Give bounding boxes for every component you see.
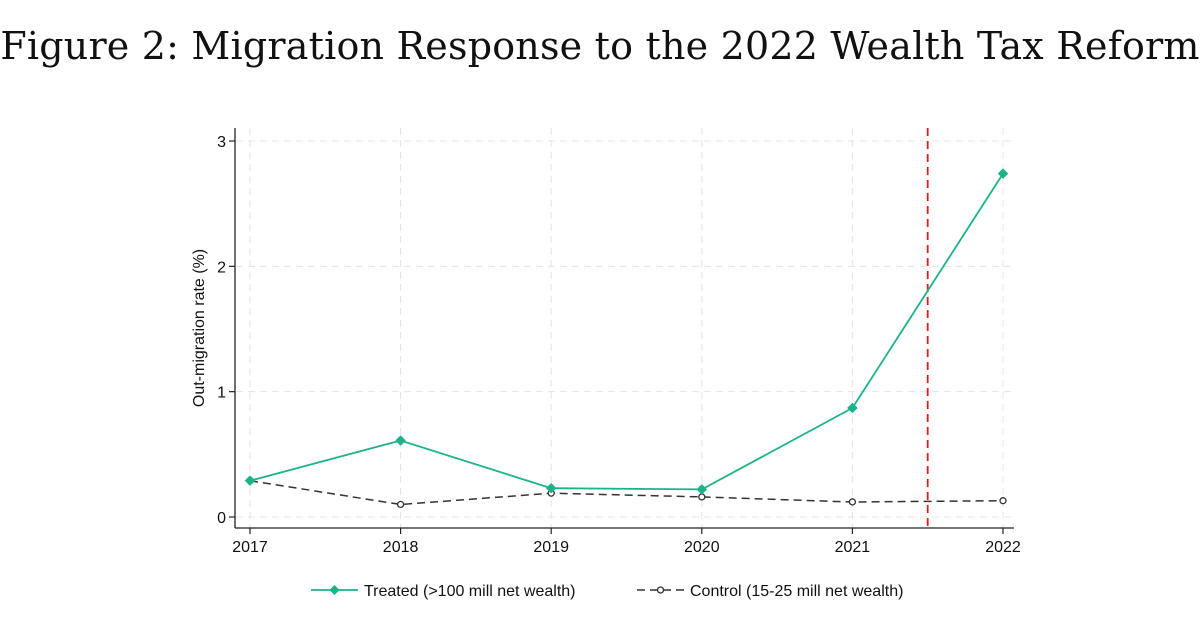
- x-tick-label: 2018: [383, 539, 419, 556]
- treated-point: [395, 435, 406, 446]
- legend-treated-marker: [329, 585, 340, 595]
- x-tick-label: 2021: [835, 539, 871, 556]
- legend-control-marker: [656, 586, 665, 594]
- control-point: [698, 493, 706, 501]
- figure-title: Figure 2: Migration Response to the 2022…: [0, 24, 1200, 68]
- treated-series-line: [249, 173, 1004, 491]
- y-tick-label: 3: [217, 134, 226, 151]
- control-point: [999, 497, 1007, 505]
- control-series-line: [249, 479, 1004, 506]
- x-tick-label: 2020: [684, 539, 720, 556]
- treated-point: [696, 484, 708, 495]
- treated-point: [997, 168, 1009, 179]
- legend-treated-label: Treated (>100 mill net wealth): [364, 583, 576, 600]
- series-layer: [244, 168, 1009, 509]
- y-tick-label: 1: [217, 385, 226, 402]
- grid-layer: [236, 128, 1014, 528]
- x-tick-label: 2019: [533, 539, 569, 556]
- legend-control-label: Control (15-25 mill net wealth): [690, 583, 903, 600]
- control-point: [848, 498, 857, 506]
- legend: Treated (>100 mill net wealth) Control (1…: [311, 583, 903, 600]
- y-tick-label: 0: [217, 510, 226, 527]
- y-axis-label: Out-migration rate (%): [191, 249, 208, 407]
- treated-point: [545, 482, 557, 494]
- y-tick-label: 2: [217, 259, 226, 276]
- axes-layer: 0 1 2 3 2017 2018 2019 2020 2021 2022 Out-migratio…: [191, 128, 1021, 556]
- control-point: [396, 500, 405, 509]
- treated-point: [244, 475, 256, 487]
- x-tick-label: 2017: [232, 539, 268, 556]
- treated-point: [847, 402, 858, 414]
- x-tick-label: 2022: [985, 539, 1021, 556]
